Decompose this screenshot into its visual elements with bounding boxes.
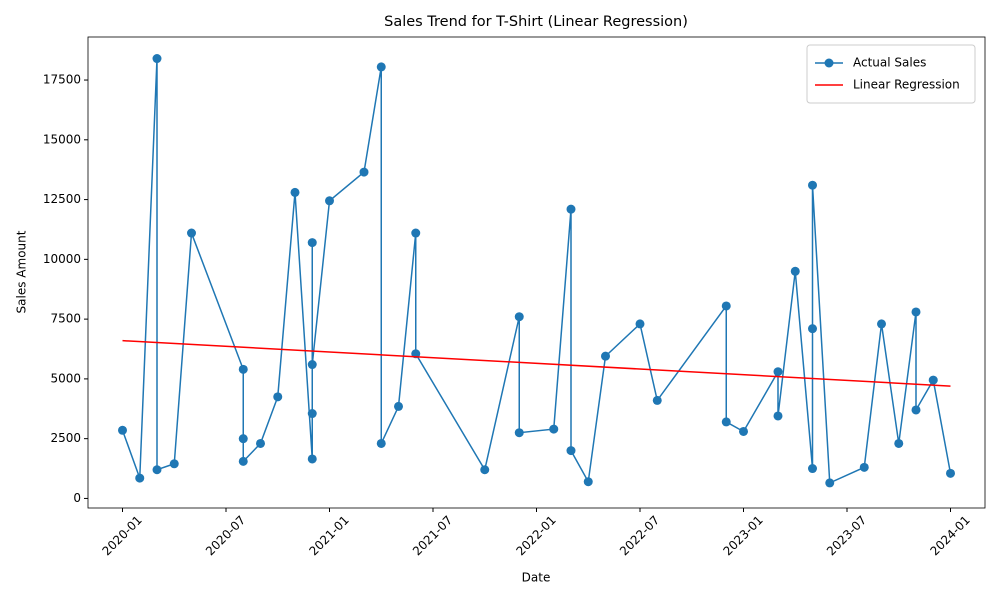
data-point	[152, 54, 162, 64]
data-point	[307, 409, 317, 419]
y-tick-label: 12500	[43, 192, 81, 206]
data-point	[721, 417, 731, 427]
data-point	[601, 351, 610, 361]
y-tick-label: 10000	[43, 252, 81, 266]
data-point	[652, 395, 662, 405]
data-point	[238, 456, 248, 466]
data-point	[376, 62, 386, 72]
y-tick-label: 2500	[50, 431, 81, 445]
data-point	[273, 392, 283, 402]
data-point	[877, 319, 886, 329]
data-point	[859, 462, 869, 472]
data-point	[135, 473, 145, 483]
data-point	[514, 312, 524, 322]
legend-marker	[824, 58, 834, 68]
data-point	[307, 360, 317, 370]
data-point	[118, 425, 127, 435]
data-point	[808, 324, 817, 334]
data-point	[152, 465, 162, 475]
y-axis-label: Sales Amount	[15, 230, 29, 313]
data-point	[480, 465, 490, 475]
plot-frame	[87, 36, 986, 509]
data-point	[808, 464, 817, 474]
data-point	[773, 367, 783, 377]
series-line	[122, 339, 951, 387]
data-point	[790, 266, 800, 276]
x-axis-label: Date	[522, 571, 551, 585]
data-point	[721, 301, 731, 311]
data-point	[549, 424, 559, 434]
data-point	[376, 438, 386, 448]
legend-label: Actual Sales	[853, 56, 926, 70]
data-point	[290, 187, 300, 197]
data-point	[946, 468, 955, 478]
data-point	[911, 307, 921, 317]
data-point	[256, 438, 265, 448]
y-tick-label: 0	[73, 491, 81, 505]
data-point	[808, 180, 817, 190]
data-point	[825, 478, 835, 488]
data-point	[566, 204, 576, 214]
data-point	[894, 438, 904, 448]
data-point	[187, 228, 196, 238]
data-point	[514, 428, 524, 438]
y-tick-label: 7500	[50, 312, 81, 326]
data-point	[583, 477, 593, 487]
data-point	[359, 167, 369, 177]
y-tick-label: 17500	[43, 73, 81, 87]
y-tick-label: 15000	[43, 132, 81, 146]
data-point	[411, 228, 421, 238]
data-point	[928, 375, 938, 385]
data-point	[635, 319, 645, 329]
data-point	[394, 401, 403, 411]
data-point	[307, 454, 317, 464]
data-point	[325, 196, 334, 206]
data-point	[169, 459, 179, 469]
legend-box	[806, 44, 976, 104]
y-tick-label: 5000	[50, 371, 81, 385]
data-point	[307, 238, 317, 248]
data-point	[238, 364, 248, 374]
data-point	[739, 426, 748, 436]
data-point	[238, 434, 248, 444]
legend-label: Linear Regression	[853, 78, 960, 92]
chart-title: Sales Trend for T-Shirt (Linear Regressi…	[384, 14, 688, 30]
data-point	[773, 411, 783, 421]
data-point	[911, 405, 921, 415]
data-point	[566, 446, 576, 456]
